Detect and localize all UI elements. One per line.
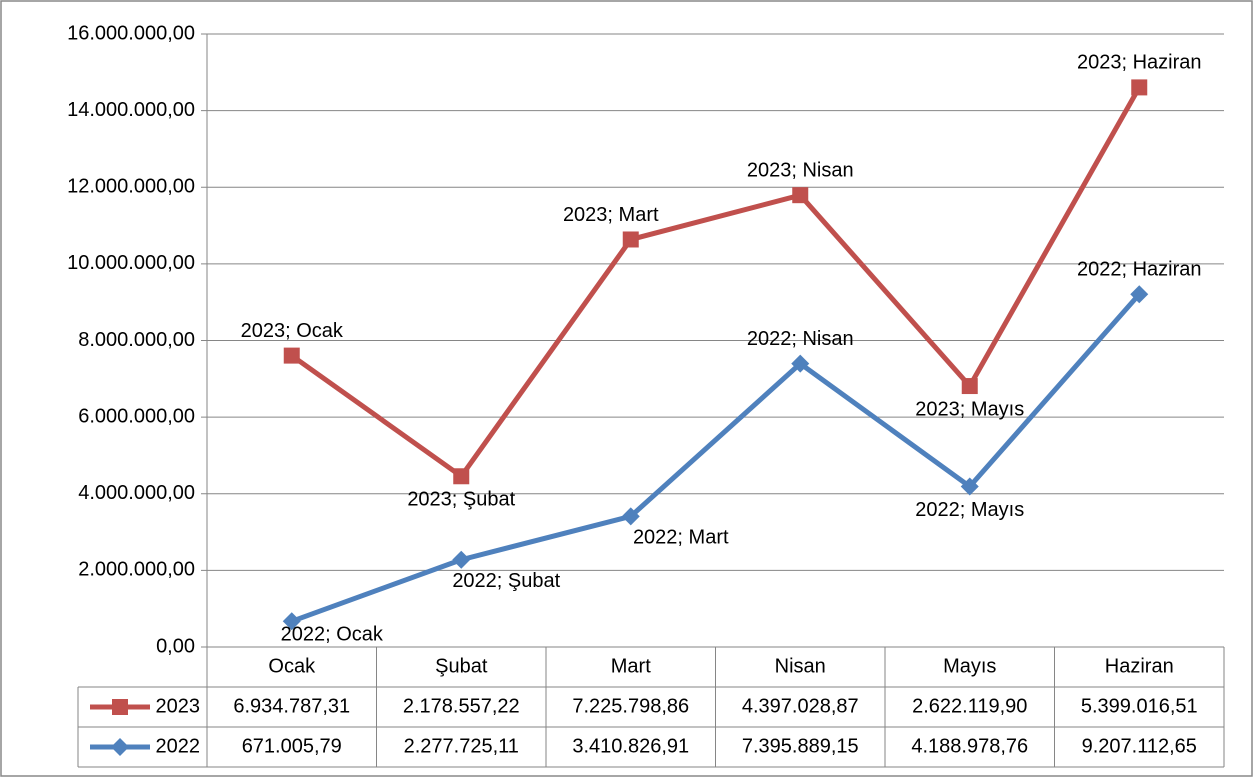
data-label: 2023; Haziran xyxy=(1077,52,1202,74)
y-tick-label: 16.000.000,00 xyxy=(67,22,195,44)
table-cell: 2.277.725,11 xyxy=(404,735,519,757)
table-cell: 7.225.798,86 xyxy=(572,695,689,717)
x-tick-label: Ocak xyxy=(268,655,316,677)
marker xyxy=(622,231,639,248)
marker xyxy=(1131,79,1148,96)
data-label: 2022; Mayıs xyxy=(915,499,1024,521)
marker xyxy=(283,347,300,364)
y-tick-label: 12.000.000,00 xyxy=(67,176,195,198)
marker xyxy=(453,468,470,485)
x-tick-label: Haziran xyxy=(1105,655,1174,677)
table-cell: 4.188.978,76 xyxy=(911,735,1028,757)
table-cell: 2.178.557,22 xyxy=(403,695,520,717)
table-cell: 7.395.889,15 xyxy=(742,735,859,757)
data-label: 2023; Mayıs xyxy=(915,398,1024,420)
legend-label: 2022 xyxy=(156,735,201,757)
series-line xyxy=(290,86,1142,479)
x-tick-label: Nisan xyxy=(775,655,826,677)
marker xyxy=(111,738,129,756)
series-line xyxy=(290,292,1142,624)
y-tick-label: 10.000.000,00 xyxy=(67,252,195,274)
data-label: 2023; Şubat xyxy=(407,489,515,511)
data-label: 2023; Ocak xyxy=(241,320,344,342)
table-cell: 3.410.826,91 xyxy=(572,735,689,757)
table-cell: 671.005,79 xyxy=(242,735,342,757)
x-tick-label: Mart xyxy=(611,655,651,677)
data-label: 2022; Nisan xyxy=(747,328,854,350)
marker xyxy=(961,378,978,395)
table-cell: 5.399.016,51 xyxy=(1081,695,1198,717)
table-cell: 4.397.028,87 xyxy=(742,695,859,717)
data-label: 2022; Ocak xyxy=(281,624,384,646)
data-label: 2023; Mart xyxy=(563,204,659,226)
marker xyxy=(452,550,471,569)
marker xyxy=(791,354,810,373)
marker xyxy=(792,187,809,204)
y-tick-label: 4.000.000,00 xyxy=(78,482,195,504)
y-tick-label: 8.000.000,00 xyxy=(78,329,195,351)
marker xyxy=(960,477,979,496)
x-tick-label: Mayıs xyxy=(943,655,996,677)
table-cell: 6.934.787,31 xyxy=(233,695,350,717)
data-label: 2023; Nisan xyxy=(747,159,854,181)
y-tick-label: 0,00 xyxy=(156,635,195,657)
table-cell: 2.622.119,90 xyxy=(912,695,1027,717)
y-tick-label: 14.000.000,00 xyxy=(67,99,195,121)
y-tick-label: 2.000.000,00 xyxy=(78,559,195,581)
data-label: 2022; Şubat xyxy=(452,570,560,592)
data-label: 2022; Haziran xyxy=(1077,259,1202,281)
y-tick-label: 6.000.000,00 xyxy=(78,405,195,427)
legend-label: 2023 xyxy=(156,695,201,717)
x-tick-label: Şubat xyxy=(435,655,488,677)
marker xyxy=(621,507,640,526)
data-label: 2022; Mart xyxy=(633,527,729,549)
marker xyxy=(1130,285,1149,304)
table-cell: 9.207.112,65 xyxy=(1082,735,1197,757)
marker xyxy=(282,612,301,631)
marker xyxy=(112,699,128,715)
